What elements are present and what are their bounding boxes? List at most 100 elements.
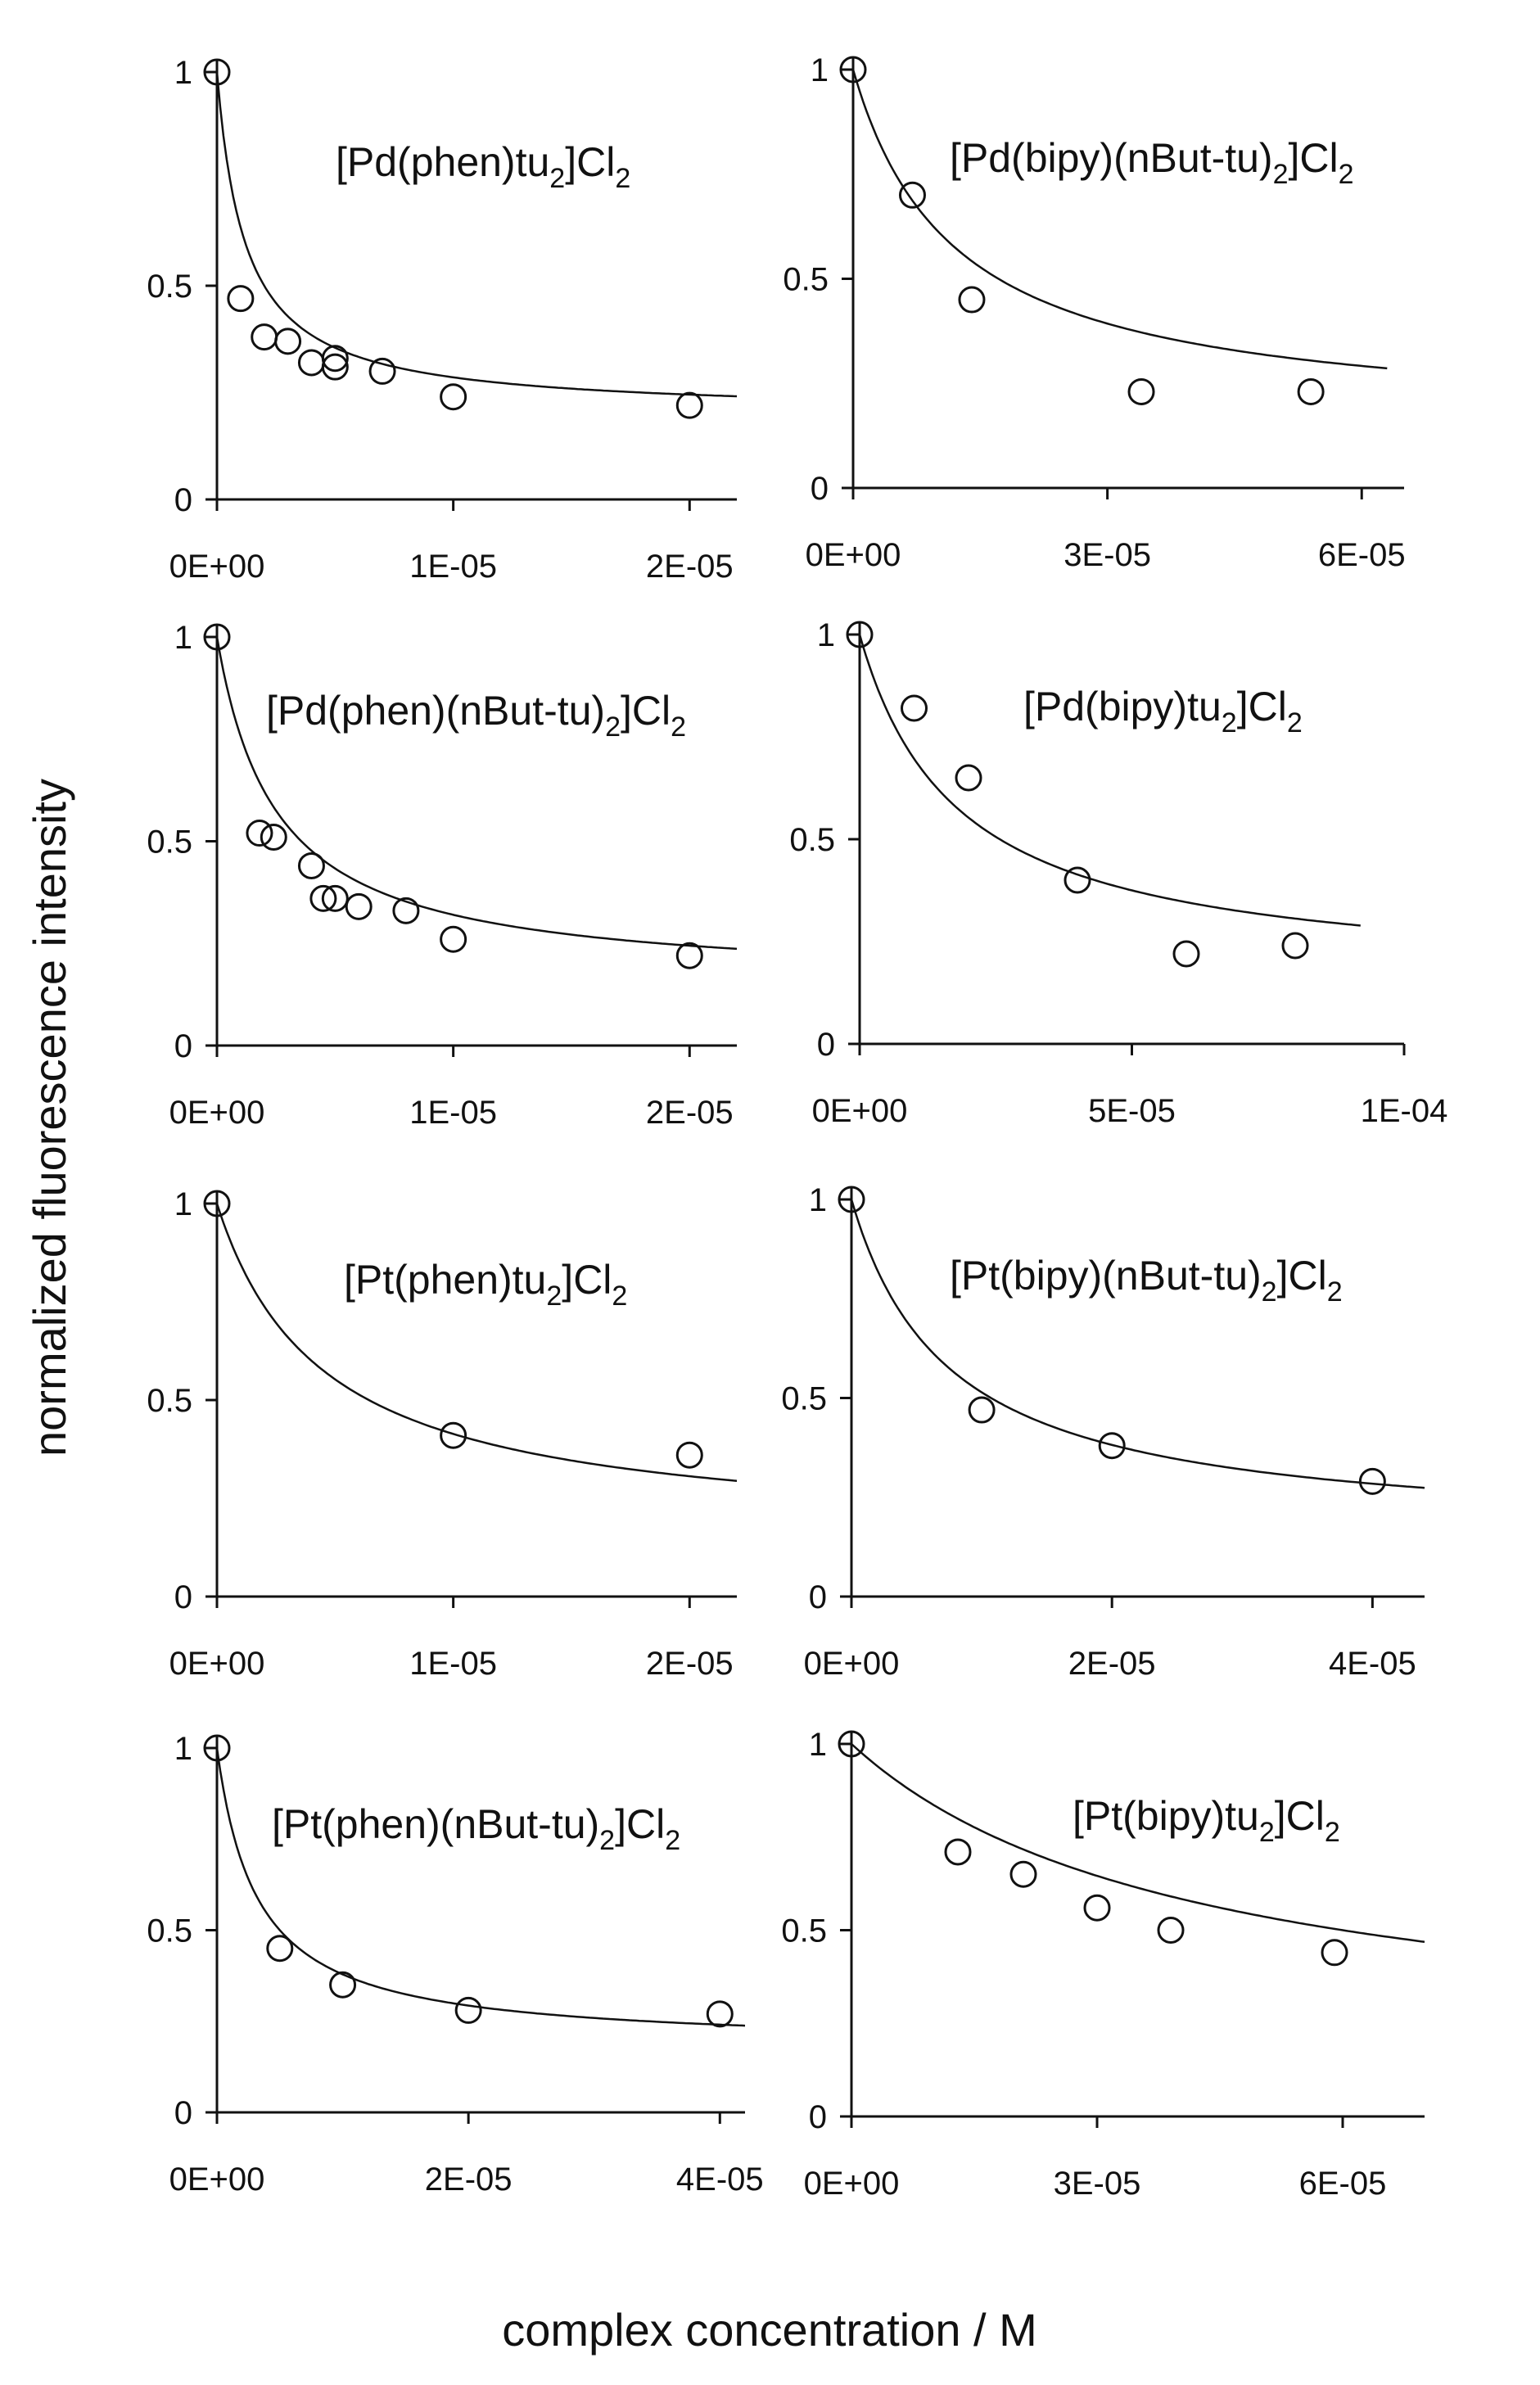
data-point — [846, 621, 874, 648]
data-point — [227, 285, 255, 313]
y-tick-label: 1 — [174, 620, 192, 656]
panel-title-subscript: 2 — [612, 1281, 627, 1312]
x-tick-label: 3E-05 — [1054, 2166, 1141, 2202]
fit-curve — [851, 69, 1388, 370]
data-point — [321, 353, 349, 381]
x-tick-label: 3E-05 — [1064, 537, 1151, 573]
panel-title-subscript: 2 — [1287, 707, 1303, 739]
x-tick-label: 1E-04 — [1361, 1093, 1448, 1129]
data-point — [392, 897, 420, 924]
panel-title-subscript: 2 — [1259, 1817, 1275, 1848]
data-point — [1297, 377, 1325, 405]
panel-title: [Pt(phen)tu2]Cl2 — [344, 1257, 627, 1312]
y-tick-label: 1 — [174, 1186, 192, 1222]
data-point — [944, 1838, 972, 1866]
y-tick-label: 1 — [817, 617, 835, 653]
x-tick-label: 0E+00 — [169, 1095, 265, 1131]
data-point — [968, 1396, 996, 1424]
y-tick-label: 0 — [174, 482, 192, 518]
data-point — [675, 942, 703, 969]
y-tick-label: 0 — [817, 1027, 835, 1063]
y-tick-label: 0 — [809, 1579, 827, 1615]
data-point — [1157, 1917, 1185, 1944]
y-tick-label: 1 — [174, 1731, 192, 1767]
x-tick-label: 4E-05 — [1329, 1646, 1416, 1682]
x-axis-label: complex concentration / M — [502, 2304, 1037, 2356]
data-point — [440, 1421, 467, 1449]
data-point — [901, 694, 928, 722]
panel-title-subscript: 2 — [1222, 707, 1237, 739]
panel-title: [Pt(bipy)(nBut-tu)2]Cl2 — [950, 1253, 1343, 1308]
y-tick-label: 0.5 — [781, 1913, 827, 1949]
panel-title: [Pd(bipy)tu2]Cl2 — [1023, 684, 1303, 739]
data-point — [203, 58, 231, 86]
panel-title-main: [Pd(bipy)tu — [1023, 684, 1222, 730]
y-tick-label: 1 — [174, 55, 192, 91]
y-tick-label: 0 — [811, 471, 829, 507]
data-point — [1321, 1939, 1348, 1967]
y-tick-label: 0 — [174, 2095, 192, 2131]
panel-title: [Pd(phen)(nBut-tu)2]Cl2 — [266, 688, 686, 743]
data-point — [454, 1996, 482, 2024]
x-tick-label: 0E+00 — [169, 1646, 265, 1682]
data-point — [675, 391, 703, 419]
panel-title-subscript: 2 — [605, 711, 621, 743]
data-point — [1281, 932, 1309, 960]
y-tick-label: 0 — [809, 2099, 827, 2135]
y-tick-label: 0.5 — [789, 822, 835, 858]
panel-title-main: [Pd(bipy)(nBut-tu) — [950, 135, 1273, 181]
panel-title-subscript: 2 — [1325, 1817, 1340, 1848]
y-tick-label: 1 — [809, 1727, 827, 1763]
data-point — [368, 357, 396, 385]
x-tick-label: 2E-05 — [646, 1095, 734, 1131]
data-point — [203, 623, 231, 651]
x-tick-label: 0E+00 — [806, 537, 901, 573]
y-axis-label: normalized fluorescence intensity — [24, 779, 75, 1457]
data-point — [203, 1190, 231, 1217]
y-tick-label: 0.5 — [147, 1383, 192, 1419]
data-point — [345, 892, 373, 920]
panel-title-main: [Pt(bipy)tu — [1073, 1793, 1259, 1839]
panel-title-main: [Pd(phen)(nBut-tu) — [266, 688, 605, 734]
panel-title-main: ]Cl — [621, 688, 671, 734]
data-point — [1009, 1860, 1037, 1888]
data-point — [1172, 940, 1200, 968]
panel-title-subscript: 2 — [1273, 159, 1289, 190]
data-point — [1127, 377, 1155, 405]
y-tick-label: 0 — [174, 1028, 192, 1064]
data-point — [321, 884, 349, 912]
panel-title-main: ]Cl — [1237, 684, 1287, 730]
x-tick-label: 0E+00 — [804, 1646, 900, 1682]
y-tick-label: 0.5 — [783, 262, 829, 298]
data-point — [1358, 1467, 1386, 1495]
data-point — [1064, 866, 1091, 894]
fit-curve — [215, 71, 738, 398]
panel-title-main: ]Cl — [615, 1801, 665, 1847]
y-tick-label: 0 — [174, 1579, 192, 1615]
x-tick-label: 1E-05 — [409, 1646, 497, 1682]
panel-title-subscript: 2 — [1327, 1276, 1343, 1308]
fit-curve — [858, 634, 1361, 927]
panel-title: [Pd(phen)tu2]Cl2 — [336, 139, 630, 194]
x-tick-label: 2E-05 — [646, 549, 734, 585]
data-point — [329, 1971, 357, 1999]
panel-title-subscript: 2 — [546, 1281, 562, 1312]
data-point — [246, 820, 273, 847]
panel-title-main: ]Cl — [1275, 1793, 1325, 1839]
panel-title-subscript: 2 — [1262, 1276, 1277, 1308]
y-tick-label: 1 — [809, 1182, 827, 1218]
data-point — [266, 1935, 294, 1963]
data-point — [955, 764, 982, 792]
y-tick-label: 0.5 — [147, 1913, 192, 1949]
panel-title-subscript: 2 — [665, 1825, 680, 1856]
data-point — [309, 884, 337, 912]
x-tick-label: 0E+00 — [169, 2161, 265, 2198]
panel-title-subscript: 2 — [615, 163, 630, 194]
panel-title-main: ]Cl — [562, 1257, 612, 1303]
y-tick-label: 1 — [811, 52, 829, 88]
